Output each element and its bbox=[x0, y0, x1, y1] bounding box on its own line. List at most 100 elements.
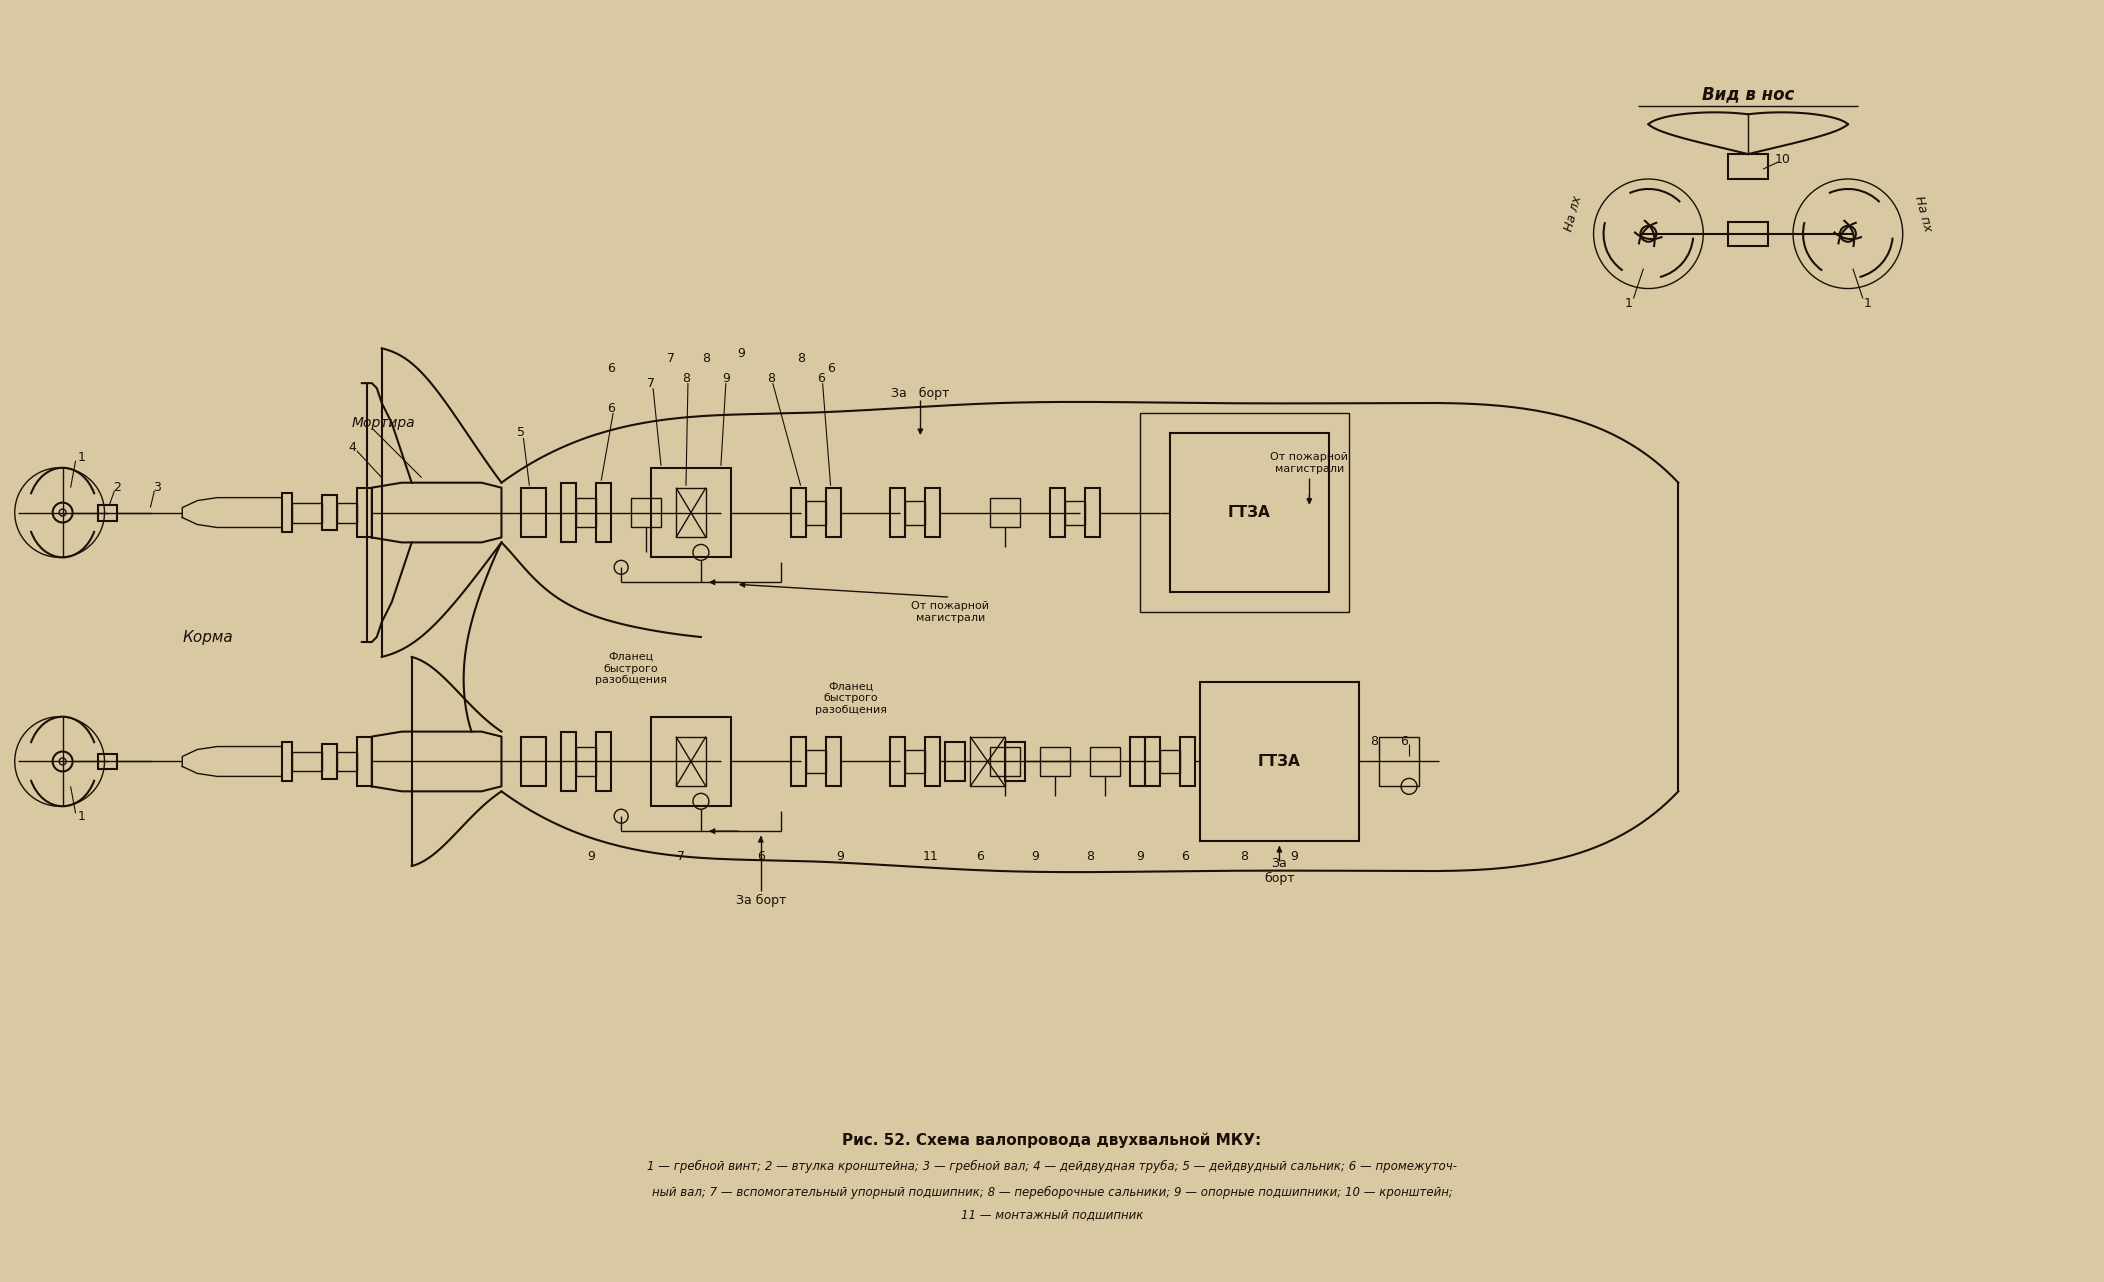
Text: 7: 7 bbox=[648, 377, 654, 390]
Bar bbox=[1050, 487, 1065, 537]
Bar bbox=[282, 492, 292, 532]
Text: 10: 10 bbox=[1776, 153, 1791, 165]
Text: 9: 9 bbox=[587, 850, 595, 863]
Bar bbox=[905, 500, 926, 524]
Bar bbox=[1180, 737, 1195, 786]
Text: 8: 8 bbox=[703, 351, 709, 365]
Text: Фланец
быстрого
разобщения: Фланец быстрого разобщения bbox=[814, 682, 886, 715]
Bar bbox=[1378, 737, 1418, 786]
Bar bbox=[1727, 154, 1767, 179]
Text: 1: 1 bbox=[1624, 297, 1633, 310]
Bar bbox=[945, 741, 966, 782]
Text: 7: 7 bbox=[667, 351, 675, 365]
Text: 6: 6 bbox=[827, 362, 835, 374]
Bar bbox=[806, 500, 825, 524]
Bar bbox=[292, 751, 322, 772]
Bar bbox=[337, 503, 358, 523]
Bar bbox=[791, 487, 806, 537]
Bar bbox=[1090, 746, 1119, 777]
Text: Фланец
быстрого
разобщения: Фланец быстрого разобщения bbox=[595, 653, 667, 685]
Text: На лх: На лх bbox=[1563, 195, 1584, 233]
Text: 8: 8 bbox=[766, 372, 774, 385]
Text: 9: 9 bbox=[1290, 850, 1298, 863]
Bar bbox=[1006, 741, 1025, 782]
Bar bbox=[337, 751, 358, 772]
Bar bbox=[791, 737, 806, 786]
Bar bbox=[576, 746, 595, 777]
Text: 6: 6 bbox=[976, 850, 985, 863]
Bar bbox=[595, 483, 610, 542]
Text: 11: 11 bbox=[922, 850, 938, 863]
Bar bbox=[358, 737, 372, 786]
Text: От пожарной
магистрали: От пожарной магистрали bbox=[911, 601, 989, 623]
Text: За борт: За борт bbox=[736, 895, 787, 908]
Text: 6: 6 bbox=[1399, 735, 1408, 749]
Bar bbox=[926, 737, 940, 786]
Text: 1: 1 bbox=[78, 451, 86, 464]
Bar bbox=[825, 737, 842, 786]
Bar bbox=[1039, 746, 1071, 777]
Text: На пх: На пх bbox=[1913, 195, 1934, 233]
Bar bbox=[675, 487, 707, 537]
Bar bbox=[926, 487, 940, 537]
Text: Мортира: Мортира bbox=[351, 415, 414, 429]
Bar bbox=[650, 717, 730, 806]
Bar bbox=[322, 744, 337, 779]
Text: 9: 9 bbox=[1031, 850, 1039, 863]
Bar bbox=[522, 737, 547, 786]
Bar bbox=[970, 737, 1006, 786]
Text: 11 — монтажный подшипник: 11 — монтажный подшипник bbox=[962, 1208, 1142, 1220]
Bar bbox=[1086, 487, 1100, 537]
Text: 1: 1 bbox=[1864, 297, 1873, 310]
Text: 2: 2 bbox=[114, 481, 122, 494]
Bar bbox=[1199, 682, 1359, 841]
Text: 6: 6 bbox=[816, 372, 825, 385]
Text: 9: 9 bbox=[1136, 850, 1145, 863]
Bar bbox=[292, 503, 322, 523]
Bar bbox=[890, 487, 905, 537]
Bar bbox=[991, 497, 1020, 527]
Text: 8: 8 bbox=[1086, 850, 1094, 863]
Text: Корма: Корма bbox=[183, 629, 234, 645]
Bar bbox=[991, 746, 1020, 777]
Text: 1 — гребной винт; 2 — втулка кронштейна; 3 — гребной вал; 4 — дейдвудная труба; : 1 — гребной винт; 2 — втулка кронштейна;… bbox=[648, 1160, 1456, 1173]
Bar bbox=[1727, 222, 1767, 246]
Text: 7: 7 bbox=[677, 850, 686, 863]
Text: 6: 6 bbox=[1180, 850, 1189, 863]
Bar bbox=[1140, 413, 1349, 612]
Text: От пожарной
магистрали: От пожарной магистрали bbox=[1271, 453, 1349, 473]
Bar bbox=[282, 741, 292, 782]
Text: 5: 5 bbox=[518, 427, 526, 440]
Text: ГТЗА: ГТЗА bbox=[1229, 505, 1271, 520]
Bar bbox=[322, 495, 337, 531]
Bar bbox=[675, 737, 707, 786]
Bar bbox=[1145, 737, 1159, 786]
Text: 4: 4 bbox=[347, 441, 356, 454]
Bar bbox=[1170, 433, 1330, 592]
Bar bbox=[522, 487, 547, 537]
Bar bbox=[806, 750, 825, 773]
Bar bbox=[97, 754, 118, 769]
Bar bbox=[890, 737, 905, 786]
Bar bbox=[562, 483, 576, 542]
Text: ный вал; 7 — вспомогательный упорный подшипник; 8 — переборочные сальники; 9 — о: ный вал; 7 — вспомогательный упорный под… bbox=[652, 1186, 1452, 1199]
Text: 8: 8 bbox=[797, 351, 804, 365]
Text: 3: 3 bbox=[154, 481, 162, 494]
Bar bbox=[576, 497, 595, 527]
Text: Вид в нос: Вид в нос bbox=[1702, 86, 1795, 104]
Bar bbox=[595, 732, 610, 791]
Text: 8: 8 bbox=[682, 372, 690, 385]
Bar bbox=[358, 487, 372, 537]
Text: 9: 9 bbox=[722, 372, 730, 385]
Bar bbox=[825, 487, 842, 537]
Text: 8: 8 bbox=[1241, 850, 1248, 863]
Text: Рис. 52. Схема валопровода двухвальной МКУ:: Рис. 52. Схема валопровода двухвальной М… bbox=[842, 1132, 1262, 1147]
Text: За   борт: За борт bbox=[892, 387, 949, 400]
Bar bbox=[1130, 737, 1145, 786]
Text: 6: 6 bbox=[608, 362, 614, 374]
Text: 9: 9 bbox=[837, 850, 844, 863]
Text: 6: 6 bbox=[757, 850, 764, 863]
Bar bbox=[97, 505, 118, 520]
Bar bbox=[650, 468, 730, 558]
Text: 1: 1 bbox=[78, 810, 86, 823]
